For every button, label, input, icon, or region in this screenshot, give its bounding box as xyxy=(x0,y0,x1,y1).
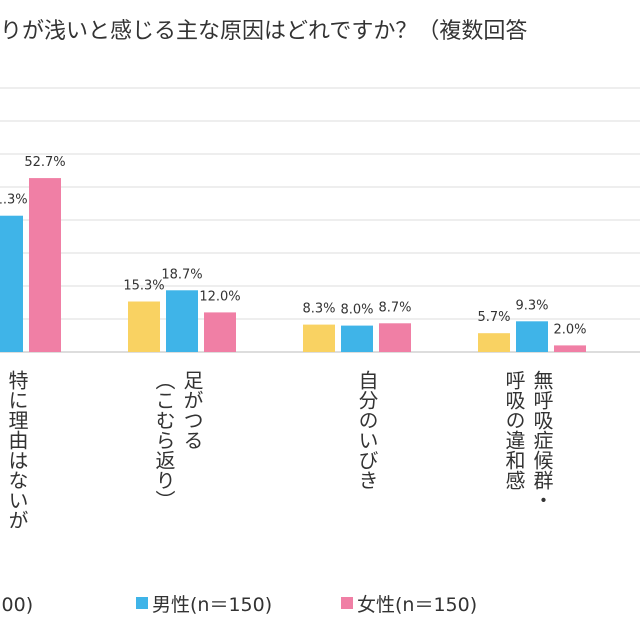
x-tick-label: 特に理由はないが xyxy=(5,370,29,530)
value-label: 41.3% xyxy=(0,193,28,208)
legend-label: 男性(n＝150) xyxy=(152,594,272,616)
legend-label: 女性(n＝150) xyxy=(357,594,477,616)
value-label: 12.0% xyxy=(199,289,240,304)
bar xyxy=(303,324,335,352)
value-label: 18.7% xyxy=(161,267,202,282)
bar xyxy=(0,215,23,352)
bar xyxy=(29,178,61,352)
bar xyxy=(516,321,548,352)
value-label: 8.3% xyxy=(302,302,335,317)
value-label: 8.7% xyxy=(378,300,411,315)
legend-label: 計(n＝300) xyxy=(0,594,33,616)
value-label: 8.0% xyxy=(340,303,373,318)
value-label: 2.0% xyxy=(553,322,586,337)
bar xyxy=(166,290,198,352)
x-tick-label: 呼吸の違和感 xyxy=(502,370,526,490)
legend-swatch xyxy=(341,597,353,609)
bar xyxy=(478,333,510,352)
x-tick-label: 無呼吸症候群・ xyxy=(530,370,554,510)
bar xyxy=(204,312,236,352)
x-tick-label: 自分のいびき xyxy=(355,370,379,490)
value-label: 15.3% xyxy=(123,279,164,294)
bar xyxy=(554,345,586,352)
value-label: 52.7% xyxy=(24,155,65,170)
value-label: 9.3% xyxy=(515,298,548,313)
chart-title: りが浅いと感じる主な原因はどれですか？（複数回答 xyxy=(0,19,527,44)
bar xyxy=(379,323,411,352)
x-tick-label: 足がつる xyxy=(180,370,204,450)
bar xyxy=(341,325,373,352)
value-label: 5.7% xyxy=(477,310,510,325)
bar xyxy=(128,301,160,352)
legend-swatch xyxy=(136,597,148,609)
x-tick-label: （こむら返り） xyxy=(152,370,176,510)
